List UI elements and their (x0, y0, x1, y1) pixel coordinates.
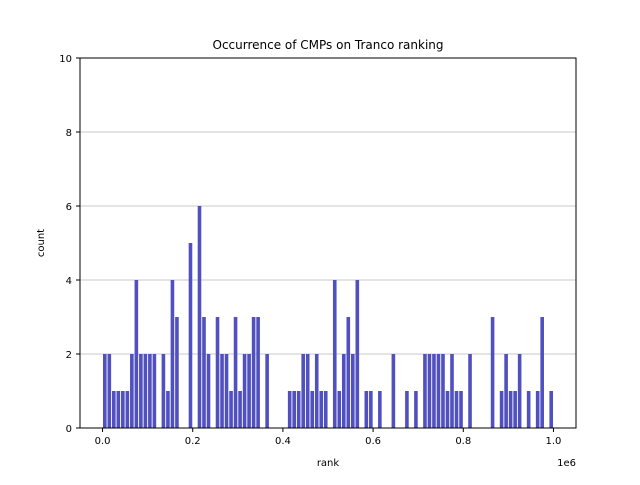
bar (490, 317, 495, 428)
bar (152, 354, 157, 428)
bar (459, 391, 463, 428)
bar (112, 391, 116, 428)
bar (341, 354, 346, 428)
bar (319, 391, 324, 428)
bar (287, 391, 292, 428)
bar (220, 354, 224, 428)
bar (391, 354, 396, 428)
bar (197, 206, 202, 428)
x-tick-label: 0.2 (185, 436, 201, 447)
y-tick-label: 0 (66, 424, 72, 435)
chart-title: Occurrence of CMPs on Tranco ranking (213, 38, 444, 52)
bar (206, 354, 211, 428)
y-tick-label: 4 (66, 276, 72, 287)
bar (229, 391, 233, 428)
bar (454, 391, 459, 428)
bar (116, 391, 121, 428)
bar (517, 354, 522, 428)
bar (441, 354, 445, 428)
bar (130, 354, 134, 428)
bars (102, 206, 554, 428)
y-tick-label: 2 (66, 350, 72, 361)
bar (233, 317, 238, 428)
x-tick-label: 0.8 (455, 436, 471, 447)
bar (332, 280, 337, 428)
bar (121, 391, 125, 428)
bar (436, 354, 441, 428)
bar (301, 354, 306, 428)
bar (445, 391, 450, 428)
y-tick-label: 10 (59, 54, 72, 65)
bar (504, 354, 508, 428)
bar (369, 391, 373, 428)
bar (170, 280, 175, 428)
y-gridlines (80, 131, 576, 355)
bar (526, 391, 531, 428)
bar (296, 391, 301, 428)
bar (346, 317, 351, 428)
bar (238, 391, 242, 428)
bar (378, 391, 382, 428)
bar (432, 354, 436, 428)
bar (549, 391, 554, 428)
bar (125, 391, 130, 428)
bar (468, 354, 472, 428)
x-tick-label: 1.0 (546, 436, 562, 447)
bar (337, 391, 342, 428)
bar (215, 317, 220, 428)
bar (143, 354, 148, 428)
x-axis-ticks: 0.0 0.2 0.4 0.6 0.8 1.0 (95, 428, 562, 447)
bar (414, 391, 418, 428)
bar (314, 354, 319, 428)
bar (508, 391, 513, 428)
bar (499, 391, 504, 428)
bar (148, 354, 152, 428)
bar (247, 354, 251, 428)
y-axis-ticks: 0 2 4 6 8 10 (59, 54, 80, 435)
bar (102, 354, 107, 428)
bar (161, 354, 166, 428)
bar (292, 391, 296, 428)
bar (224, 354, 229, 428)
x-axis-label: rank (317, 458, 340, 469)
bar (166, 391, 170, 428)
bar (450, 354, 454, 428)
bar (364, 391, 369, 428)
bar (513, 391, 517, 428)
bar (423, 354, 427, 428)
x-offset-label: 1e6 (557, 458, 576, 469)
bar (323, 391, 328, 428)
bar (188, 243, 193, 428)
x-tick-label: 0.6 (365, 436, 381, 447)
plot-frame (79, 57, 577, 429)
x-tick-label: 0.0 (95, 436, 111, 447)
bar (310, 391, 315, 428)
bar (251, 317, 256, 428)
y-tick-label: 6 (66, 202, 72, 213)
bar (427, 354, 432, 428)
y-tick-label: 8 (66, 128, 72, 139)
bar (535, 391, 540, 428)
bar (134, 280, 139, 428)
bar (107, 354, 112, 428)
bar (540, 317, 544, 428)
y-axis-label: count (36, 229, 47, 257)
bar (305, 354, 310, 428)
bar (202, 317, 206, 428)
bar (350, 354, 355, 428)
x-tick-label: 0.4 (275, 436, 291, 447)
bar (139, 354, 143, 428)
bar (265, 354, 269, 428)
bar (256, 317, 260, 428)
bar (242, 354, 247, 428)
bar (175, 317, 179, 428)
bar (355, 280, 360, 428)
bar (405, 391, 409, 428)
